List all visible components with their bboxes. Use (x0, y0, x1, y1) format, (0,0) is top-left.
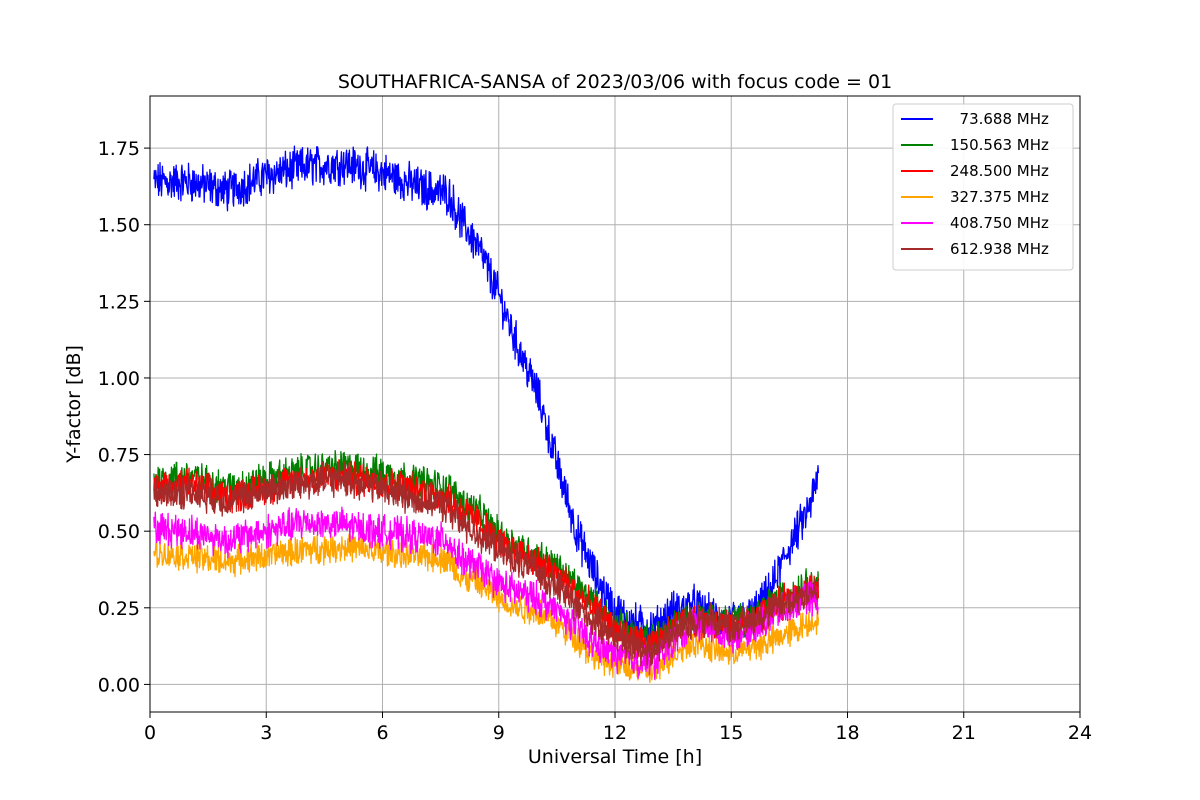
series-layer (153, 145, 820, 683)
legend-label-3: 327.375 MHz (950, 188, 1049, 206)
x-axis-label: Universal Time [h] (528, 746, 702, 768)
y-tick-label: 0.00 (98, 674, 140, 696)
y-tick-label: 1.50 (98, 215, 140, 237)
chart-title: SOUTHAFRICA-SANSA of 2023/03/06 with foc… (338, 71, 892, 93)
series-line-5 (153, 461, 820, 667)
y-tick-label: 0.75 (98, 445, 140, 467)
x-tick-label: 0 (144, 722, 156, 744)
series-line-4 (153, 506, 820, 680)
y-tick-label: 1.75 (98, 138, 140, 160)
legend-label-5: 612.938 MHz (950, 240, 1049, 258)
x-tick-label: 9 (493, 722, 505, 744)
x-tick-label: 6 (376, 722, 388, 744)
x-tick-label: 18 (835, 722, 859, 744)
series-line-3 (153, 531, 820, 683)
x-tick-label: 3 (260, 722, 272, 744)
legend-label-4: 408.750 MHz (950, 214, 1049, 232)
y-axis: 0.00 0.25 0.50 0.75 1.00 1.25 1.50 1.75 (98, 138, 150, 696)
y-tick-label: 1.00 (98, 368, 140, 390)
x-tick-label: 15 (719, 722, 743, 744)
y-tick-label: 1.25 (98, 291, 140, 313)
legend-label-2: 248.500 MHz (950, 162, 1049, 180)
y-axis-label: Y-factor [dB] (63, 345, 85, 464)
legend-frame (892, 103, 1074, 271)
x-tick-label: 24 (1068, 722, 1092, 744)
legend: 73.688 MHz 150.563 MHz 248.500 MHz 327.375 … (892, 103, 1074, 271)
legend-label-1: 150.563 MHz (950, 136, 1049, 154)
y-tick-label: 0.25 (98, 598, 140, 620)
grid (149, 96, 1081, 712)
x-tick-label: 12 (603, 722, 627, 744)
legend-label-0: 73.688 MHz (950, 110, 1049, 128)
y-tick-label: 0.50 (98, 521, 140, 543)
x-tick-label: 21 (952, 722, 976, 744)
x-axis: 0 3 6 9 12 15 18 21 24 (144, 712, 1092, 744)
